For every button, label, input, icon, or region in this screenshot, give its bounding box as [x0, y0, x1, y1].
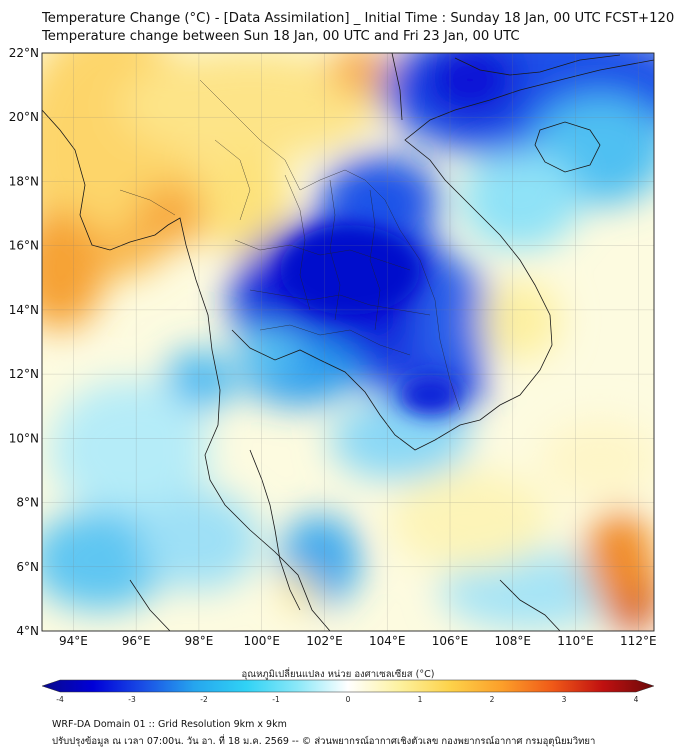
colorbar-ticks: -4 -3 -2 -1 0 1 2 3 4 [56, 695, 638, 704]
colorbar-tick-label: -2 [200, 695, 208, 704]
longitude-label: 106°E [432, 634, 469, 648]
latitude-label: 22°N [9, 46, 39, 60]
coastlines [42, 53, 654, 631]
temperature-field [42, 53, 654, 631]
map-frame [41, 52, 655, 632]
latitude-label: 16°N [9, 239, 39, 253]
colorbar: -4 -3 -2 -1 0 1 2 3 4 [41, 679, 655, 704]
longitude-label: 98°E [184, 634, 213, 648]
latitude-label: 20°N [9, 110, 39, 124]
colorbar-title: อุณหภูมิเปลี่ยนแปลง หน่วย องศาเซลเซียส (… [241, 669, 435, 680]
latitude-label: 10°N [9, 431, 39, 445]
latitude-label: 8°N [16, 496, 39, 510]
colorbar-tick-label: -1 [272, 695, 280, 704]
longitude-label: 112°E [620, 634, 657, 648]
latitude-label: 4°N [16, 624, 39, 638]
longitude-label: 94°E [59, 634, 88, 648]
colorbar-bar [41, 679, 655, 693]
colorbar-tick-label: 3 [562, 695, 567, 704]
map-subtitle: Temperature change between Sun 18 Jan, 0… [42, 29, 520, 44]
footer-update-info: ปรับปรุงข้อมูล ณ เวลา 07:00น. วัน อา. ที… [52, 736, 596, 747]
longitude-label: 110°E [557, 634, 594, 648]
longitude-label: 102°E [306, 634, 343, 648]
footer-domain-info: WRF-DA Domain 01 :: Grid Resolution 9km … [52, 719, 287, 730]
colorbar-tick-label: 2 [490, 695, 495, 704]
latitude-label: 14°N [9, 303, 39, 317]
colorbar-tick-label: -3 [128, 695, 136, 704]
longitude-labels: 94°E 96°E 98°E 100°E 102°E 104°E 106°E 108°E 110… [59, 634, 657, 648]
latitude-label: 18°N [9, 174, 39, 188]
latitude-labels: 22°N 20°N 18°N 16°N 14°N 12°N 10°N 8°N 6°N 4°N [9, 46, 39, 638]
longitude-label: 96°E [122, 634, 151, 648]
longitude-label: 108°E [495, 634, 532, 648]
longitude-label: 104°E [369, 634, 406, 648]
latitude-label: 6°N [16, 560, 39, 574]
graticule [42, 53, 654, 631]
colorbar-tick-label: 1 [418, 695, 423, 704]
admin-borders [119, 79, 461, 411]
colorbar-tick-label: -4 [56, 695, 64, 704]
map-title: Temperature Change (°C) - [Data Assimila… [42, 11, 675, 26]
colorbar-tick-label: 0 [346, 695, 351, 704]
latitude-label: 12°N [9, 367, 39, 381]
colorbar-tick-label: 4 [634, 695, 639, 704]
longitude-label: 100°E [243, 634, 280, 648]
